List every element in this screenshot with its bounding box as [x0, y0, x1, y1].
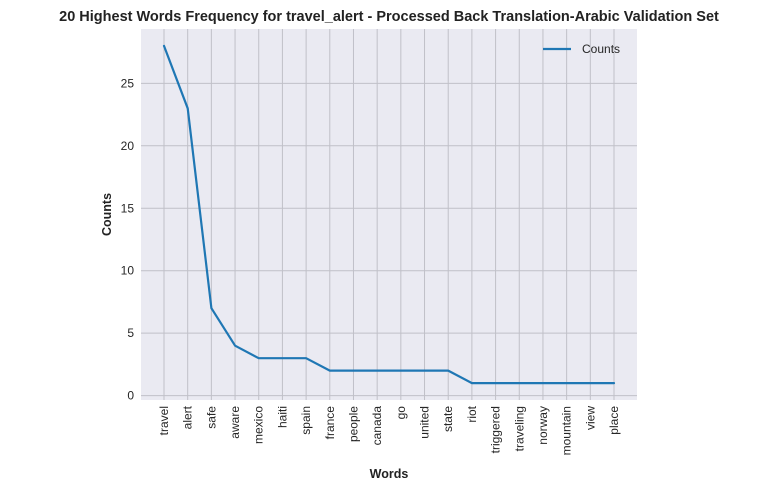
x-tick-label: traveling — [512, 406, 526, 451]
y-tick-label: 15 — [121, 201, 135, 215]
x-tick-label: mountain — [560, 406, 574, 455]
x-tick-label: riot — [465, 405, 479, 422]
x-tick-label: haiti — [275, 406, 289, 428]
y-tick-label: 5 — [127, 326, 134, 340]
x-tick-label: travel — [157, 406, 171, 435]
y-axis-label: Counts — [100, 193, 114, 236]
x-axis-label: Words — [370, 467, 409, 481]
x-tick-label: go — [394, 406, 408, 420]
legend: Counts — [543, 42, 620, 56]
x-tick-label: france — [323, 406, 337, 440]
x-tick-labels: travel alert safe aware mexico haiti spain fran… — [157, 405, 621, 455]
x-tick-label: united — [418, 406, 432, 439]
x-tick-label: triggered — [489, 406, 503, 453]
x-tick-label: norway — [536, 406, 550, 445]
x-tick-label: alert — [181, 405, 195, 429]
x-tick-label: aware — [228, 406, 242, 439]
legend-label-counts: Counts — [582, 42, 620, 56]
x-tick-label: safe — [204, 406, 218, 429]
series-lines — [162, 44, 616, 385]
y-tick-labels: 0 5 10 15 20 25 — [121, 76, 135, 402]
plot-area — [141, 29, 637, 400]
y-tick-label: 25 — [121, 76, 135, 90]
x-tick-label: spain — [299, 406, 313, 435]
chart-title: 20 Highest Words Frequency for travel_al… — [59, 9, 719, 25]
series-line-counts — [162, 44, 616, 385]
x-tick-label: mexico — [252, 406, 266, 444]
y-tick-label: 0 — [127, 389, 134, 403]
x-tick-label: canada — [370, 406, 384, 446]
y-tick-label: 20 — [121, 139, 135, 153]
x-tick-label: view — [583, 406, 597, 430]
x-tick-label: state — [441, 406, 455, 432]
y-tick-label: 10 — [121, 264, 135, 278]
x-tick-label: people — [346, 406, 360, 442]
x-tick-label: place — [607, 406, 621, 435]
grid — [141, 29, 637, 400]
